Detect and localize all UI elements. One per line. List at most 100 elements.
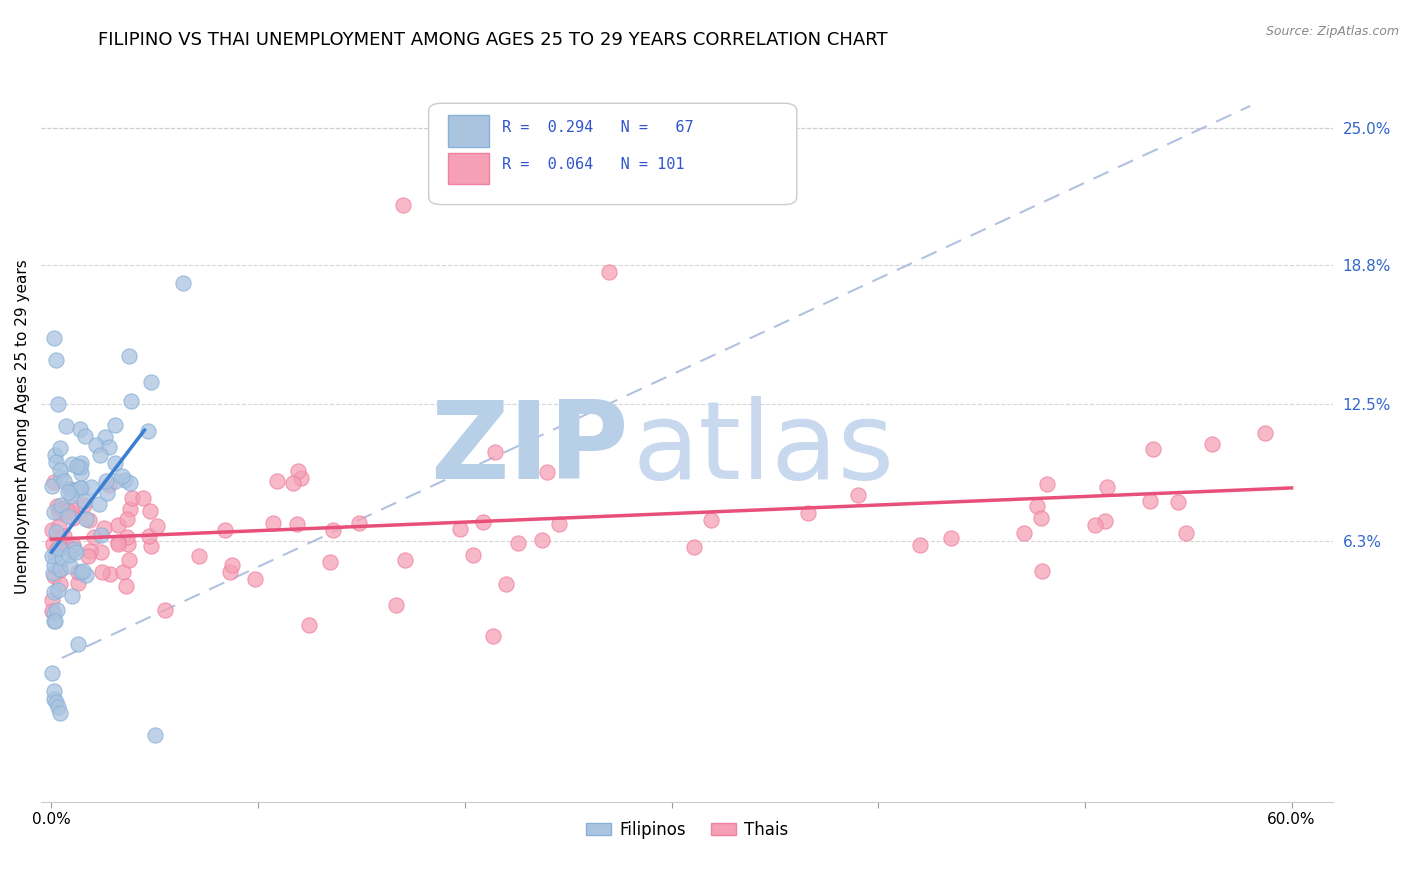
- Point: [49, 563, 72, 577]
- Point: [110, 468, 132, 483]
- Point: [700, 513, 723, 527]
- Point: [58, 540, 80, 554]
- Point: [84, 438, 107, 452]
- Point: [56, 509, 79, 524]
- Point: [385, 598, 408, 612]
- Text: ZIP: ZIP: [430, 396, 628, 501]
- Text: FILIPINO VS THAI UNEMPLOYMENT AMONG AGES 25 TO 29 YEARS CORRELATION CHART: FILIPINO VS THAI UNEMPLOYMENT AMONG AGES…: [98, 31, 889, 49]
- Point: [266, 474, 288, 488]
- Point: [45, 352, 67, 367]
- Point: [46, 499, 69, 513]
- Point: [69, 481, 91, 495]
- Point: [107, 536, 129, 550]
- Point: [48, 519, 70, 533]
- Point: [104, 474, 127, 488]
- Point: [104, 456, 127, 470]
- Point: [45, 603, 67, 617]
- Point: [45, 455, 67, 469]
- Point: [96, 474, 118, 488]
- Point: [290, 471, 312, 485]
- Point: [87, 497, 110, 511]
- Point: [516, 460, 538, 475]
- Point: [41, 665, 63, 680]
- Point: [42, 331, 65, 345]
- Point: [55, 418, 77, 433]
- Point: [41, 592, 63, 607]
- Point: [62, 538, 84, 552]
- Point: [60, 543, 83, 558]
- Point: [41, 523, 63, 537]
- Point: [138, 504, 160, 518]
- Point: [45, 543, 67, 558]
- Point: [89, 448, 111, 462]
- Point: [461, 548, 484, 562]
- Point: [243, 572, 266, 586]
- Point: [221, 558, 243, 572]
- Point: [96, 486, 118, 500]
- Point: [117, 349, 139, 363]
- Point: [44, 584, 66, 599]
- Point: [111, 565, 134, 579]
- Point: [117, 537, 139, 551]
- Point: [75, 512, 97, 526]
- Point: [104, 417, 127, 432]
- Point: [75, 567, 97, 582]
- Point: [48, 706, 70, 721]
- Point: [69, 457, 91, 471]
- Point: [44, 548, 66, 562]
- Point: [62, 510, 84, 524]
- Point: [79, 544, 101, 558]
- Point: [51, 551, 73, 566]
- Point: [118, 552, 141, 566]
- Point: [107, 535, 129, 549]
- Point: [797, 506, 820, 520]
- Point: [65, 483, 87, 498]
- Point: [60, 457, 83, 471]
- Point: [45, 530, 67, 544]
- Point: [1084, 518, 1107, 533]
- Point: [44, 568, 66, 582]
- Point: [48, 441, 70, 455]
- Point: [42, 692, 65, 706]
- Point: [73, 498, 96, 512]
- Point: [287, 464, 309, 478]
- Point: [72, 493, 94, 508]
- Point: [46, 699, 69, 714]
- Point: [45, 525, 67, 540]
- Point: [62, 542, 84, 557]
- Text: R =  0.064   N = 101: R = 0.064 N = 101: [502, 157, 685, 172]
- Point: [80, 480, 103, 494]
- Point: [77, 513, 100, 527]
- Point: [132, 491, 155, 505]
- Point: [285, 517, 308, 532]
- Point: [682, 540, 704, 554]
- Text: R =  0.294   N =   67: R = 0.294 N = 67: [502, 120, 695, 135]
- Point: [136, 424, 159, 438]
- Point: [59, 482, 82, 496]
- Point: [70, 565, 93, 579]
- Point: [908, 538, 931, 552]
- Point: [41, 549, 63, 564]
- Point: [155, 603, 177, 617]
- FancyBboxPatch shape: [449, 153, 489, 185]
- Point: [77, 549, 100, 564]
- Legend: Filipinos, Thais: Filipinos, Thais: [579, 814, 794, 846]
- Point: [939, 531, 962, 545]
- Point: [49, 498, 72, 512]
- Point: [347, 516, 370, 530]
- Point: [48, 541, 70, 556]
- Point: [70, 466, 93, 480]
- Point: [48, 506, 70, 520]
- Point: [1175, 526, 1198, 541]
- Point: [322, 523, 344, 537]
- Point: [69, 422, 91, 436]
- Point: [117, 530, 139, 544]
- Point: [262, 516, 284, 530]
- Point: [1025, 499, 1047, 513]
- Point: [121, 491, 143, 505]
- Point: [471, 515, 494, 529]
- Point: [495, 576, 517, 591]
- Point: [318, 555, 340, 569]
- Point: [60, 590, 83, 604]
- Point: [42, 475, 65, 489]
